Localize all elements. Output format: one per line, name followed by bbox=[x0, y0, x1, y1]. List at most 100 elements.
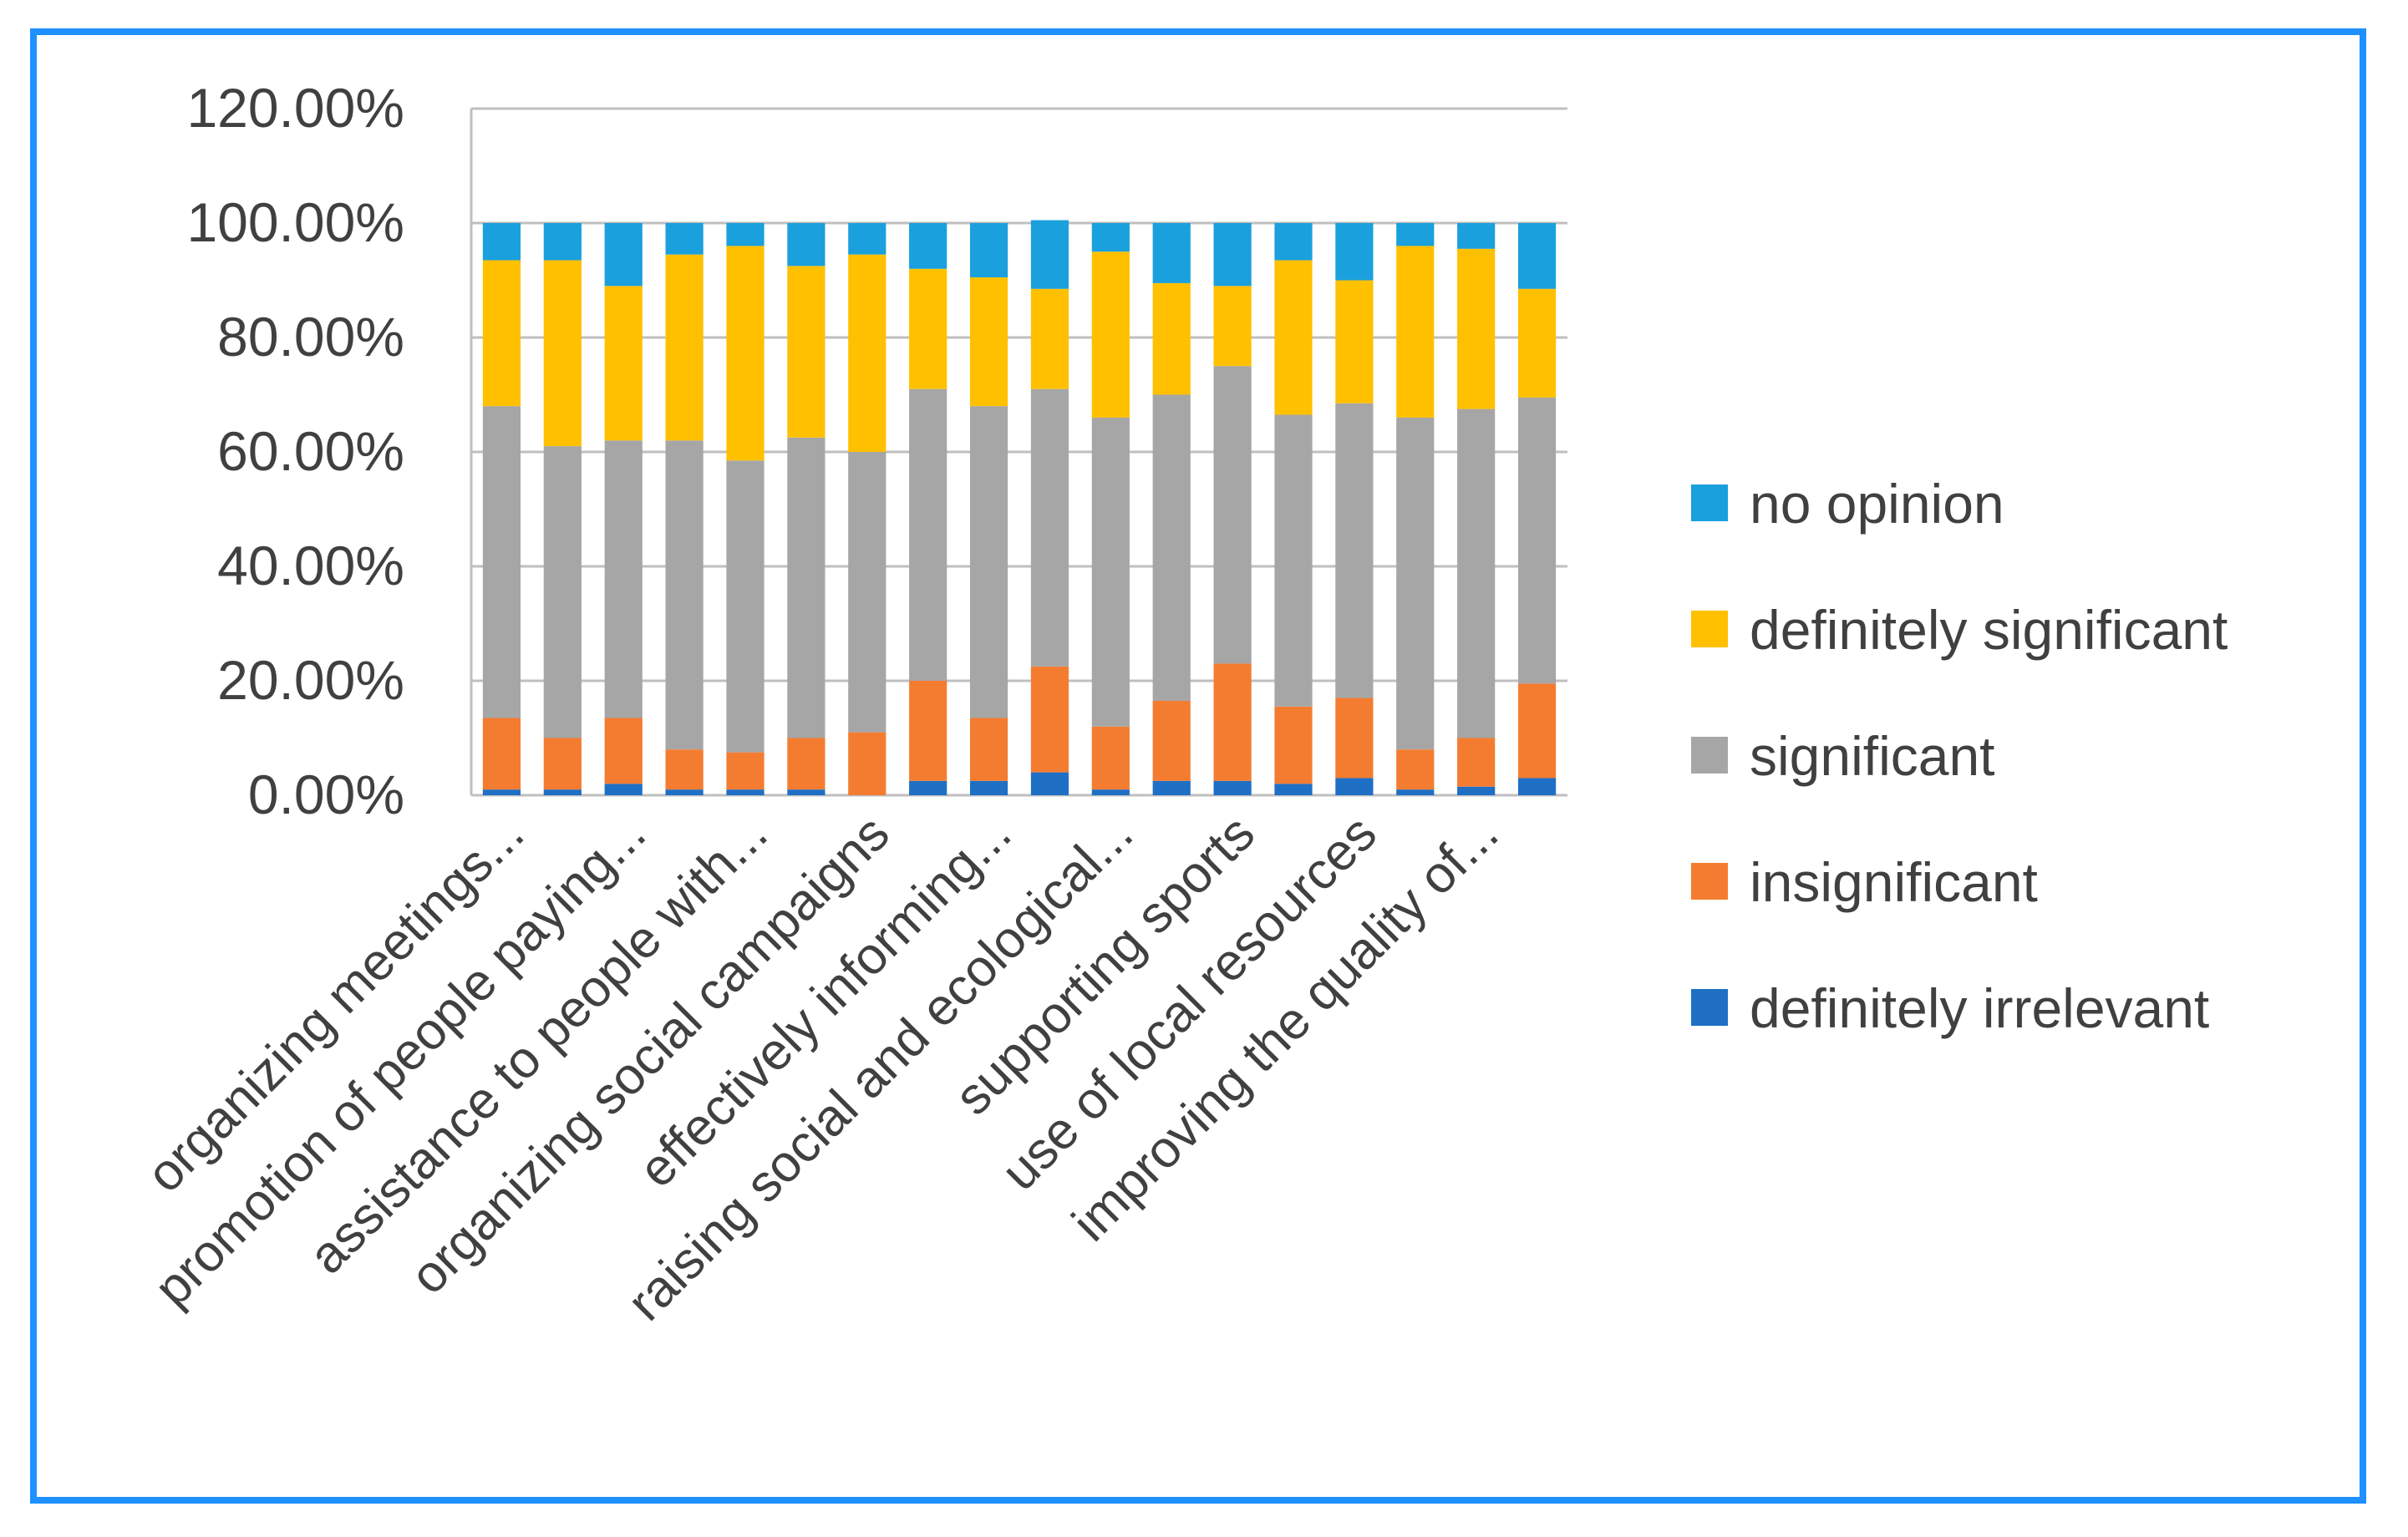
y-tick-label: 20.00% bbox=[217, 649, 404, 711]
bar-segment-no-opinion bbox=[604, 223, 643, 287]
legend-label: definitely irrelevant bbox=[1750, 977, 2209, 1039]
x-category-label: promotion of people paying... bbox=[144, 804, 657, 1317]
bar-segment-definitely-irrelevant bbox=[1396, 789, 1435, 795]
bar-segment-no-opinion bbox=[1457, 223, 1496, 249]
bar-segment-significant bbox=[726, 460, 765, 753]
bar-segment-no-opinion bbox=[1152, 223, 1191, 283]
bar-segment-no-opinion bbox=[1335, 223, 1374, 281]
chart-frame: 0.00% 20.00% 40.00% 60.00% 80.00% 100.00% 120.… bbox=[30, 28, 2366, 1504]
bar-segment-no-opinion bbox=[543, 223, 582, 261]
bar-segment-definitely-irrelevant bbox=[665, 789, 704, 795]
bar-segment-insignificant bbox=[1396, 749, 1435, 790]
bar-segment-definitely-significant bbox=[787, 266, 826, 438]
legend-swatch bbox=[1691, 737, 1728, 774]
bar-segment-no-opinion bbox=[1274, 223, 1313, 261]
y-tick-label: 0.00% bbox=[248, 763, 404, 825]
bar-segment-definitely-significant bbox=[1517, 288, 1557, 398]
bar-segment-insignificant bbox=[1213, 663, 1252, 781]
bar-segment-definitely-irrelevant bbox=[1030, 772, 1069, 795]
bar-segment-significant bbox=[1335, 403, 1374, 698]
bar-segment-no-opinion bbox=[726, 223, 765, 246]
legend-swatch bbox=[1691, 484, 1728, 521]
legend-label: no opinion bbox=[1750, 473, 2004, 535]
stacked-bar-chart: 0.00% 20.00% 40.00% 60.00% 80.00% 100.00% 120.… bbox=[136, 77, 2228, 1332]
bar-segment-definitely-significant bbox=[969, 277, 1008, 407]
bar-segment-significant bbox=[665, 440, 704, 750]
bar-segment-insignificant bbox=[787, 738, 826, 790]
bar-segment-significant bbox=[969, 406, 1008, 718]
legend-swatch bbox=[1691, 611, 1728, 647]
x-axis-category-labels: organizing meetings...promotion of peopl… bbox=[136, 804, 1510, 1332]
bar-segment-no-opinion bbox=[909, 223, 947, 269]
bar-segment-significant bbox=[1457, 408, 1496, 738]
bar-segment-insignificant bbox=[543, 738, 582, 790]
bar-segment-insignificant bbox=[726, 752, 765, 790]
bar-segment-definitely-irrelevant bbox=[1457, 786, 1496, 795]
y-tick-label: 120.00% bbox=[186, 77, 404, 139]
bar-segment-insignificant bbox=[1152, 700, 1191, 781]
legend-label: insignificant bbox=[1750, 851, 2038, 913]
bar-segment-definitely-irrelevant bbox=[543, 789, 582, 795]
bar-series bbox=[482, 220, 1557, 795]
bar-segment-definitely-irrelevant bbox=[726, 789, 765, 795]
bar-segment-insignificant bbox=[482, 718, 521, 790]
bar-segment-no-opinion bbox=[1091, 223, 1130, 252]
bar-segment-definitely-significant bbox=[726, 246, 765, 461]
bar-segment-insignificant bbox=[1030, 666, 1069, 773]
y-tick-label: 60.00% bbox=[217, 420, 404, 482]
bar-segment-definitely-irrelevant bbox=[1517, 778, 1557, 795]
y-tick-label: 100.00% bbox=[186, 191, 404, 253]
bar-segment-significant bbox=[787, 437, 826, 738]
bar-segment-significant bbox=[909, 388, 947, 681]
bar-segment-significant bbox=[543, 446, 582, 738]
bar-segment-definitely-irrelevant bbox=[1335, 778, 1374, 795]
bar-segment-no-opinion bbox=[787, 223, 826, 266]
bar-segment-insignificant bbox=[1091, 726, 1130, 790]
bar-segment-no-opinion bbox=[1030, 220, 1069, 289]
bar-segment-definitely-significant bbox=[665, 254, 704, 441]
bar-segment-definitely-significant bbox=[604, 286, 643, 441]
y-tick-label: 80.00% bbox=[217, 306, 404, 368]
bar-segment-no-opinion bbox=[1517, 223, 1557, 289]
bar-segment-definitely-significant bbox=[543, 260, 582, 447]
bar-segment-insignificant bbox=[665, 749, 704, 790]
bar-segment-significant bbox=[1213, 366, 1252, 664]
bar-segment-no-opinion bbox=[482, 223, 521, 261]
bar-segment-definitely-significant bbox=[1213, 286, 1252, 367]
bar-segment-significant bbox=[604, 440, 643, 718]
bar-segment-definitely-significant bbox=[1274, 260, 1313, 415]
bar-segment-definitely-irrelevant bbox=[1091, 789, 1130, 795]
bar-segment-no-opinion bbox=[969, 223, 1008, 278]
bar-segment-definitely-significant bbox=[1457, 248, 1496, 409]
bar-segment-significant bbox=[1091, 417, 1130, 727]
bar-segment-insignificant bbox=[1274, 706, 1313, 784]
bar-segment-insignificant bbox=[1457, 738, 1496, 787]
bar-segment-definitely-irrelevant bbox=[1213, 780, 1252, 795]
legend-swatch bbox=[1691, 989, 1728, 1026]
bar-segment-definitely-irrelevant bbox=[787, 789, 826, 795]
bar-segment-definitely-significant bbox=[848, 254, 886, 452]
bar-segment-insignificant bbox=[1335, 697, 1374, 779]
bar-segment-significant bbox=[1396, 417, 1435, 750]
bar-segment-definitely-significant bbox=[1335, 280, 1374, 403]
bar-segment-definitely-irrelevant bbox=[1152, 780, 1191, 795]
legend-label: definitely significant bbox=[1750, 599, 2228, 661]
bar-segment-no-opinion bbox=[1213, 223, 1252, 287]
bar-segment-significant bbox=[1152, 394, 1191, 701]
bar-segment-definitely-significant bbox=[1152, 282, 1191, 395]
gridlines bbox=[470, 107, 1567, 797]
bar-segment-significant bbox=[848, 452, 886, 733]
bar-segment-insignificant bbox=[604, 718, 643, 784]
legend: no opinion definitely significant signific… bbox=[1691, 473, 2228, 1039]
bar-segment-definitely-irrelevant bbox=[482, 789, 521, 795]
bar-segment-no-opinion bbox=[848, 223, 886, 255]
bar-segment-insignificant bbox=[1517, 683, 1557, 779]
bar-segment-insignificant bbox=[969, 718, 1008, 781]
legend-swatch bbox=[1691, 863, 1728, 900]
bar-segment-insignificant bbox=[909, 681, 947, 781]
bar-segment-definitely-irrelevant bbox=[604, 784, 643, 795]
bar-segment-significant bbox=[1030, 388, 1069, 667]
bar-segment-definitely-significant bbox=[909, 268, 947, 389]
bar-segment-definitely-significant bbox=[482, 260, 521, 407]
y-axis-tick-labels: 0.00% 20.00% 40.00% 60.00% 80.00% 100.00% 120.… bbox=[186, 77, 404, 825]
